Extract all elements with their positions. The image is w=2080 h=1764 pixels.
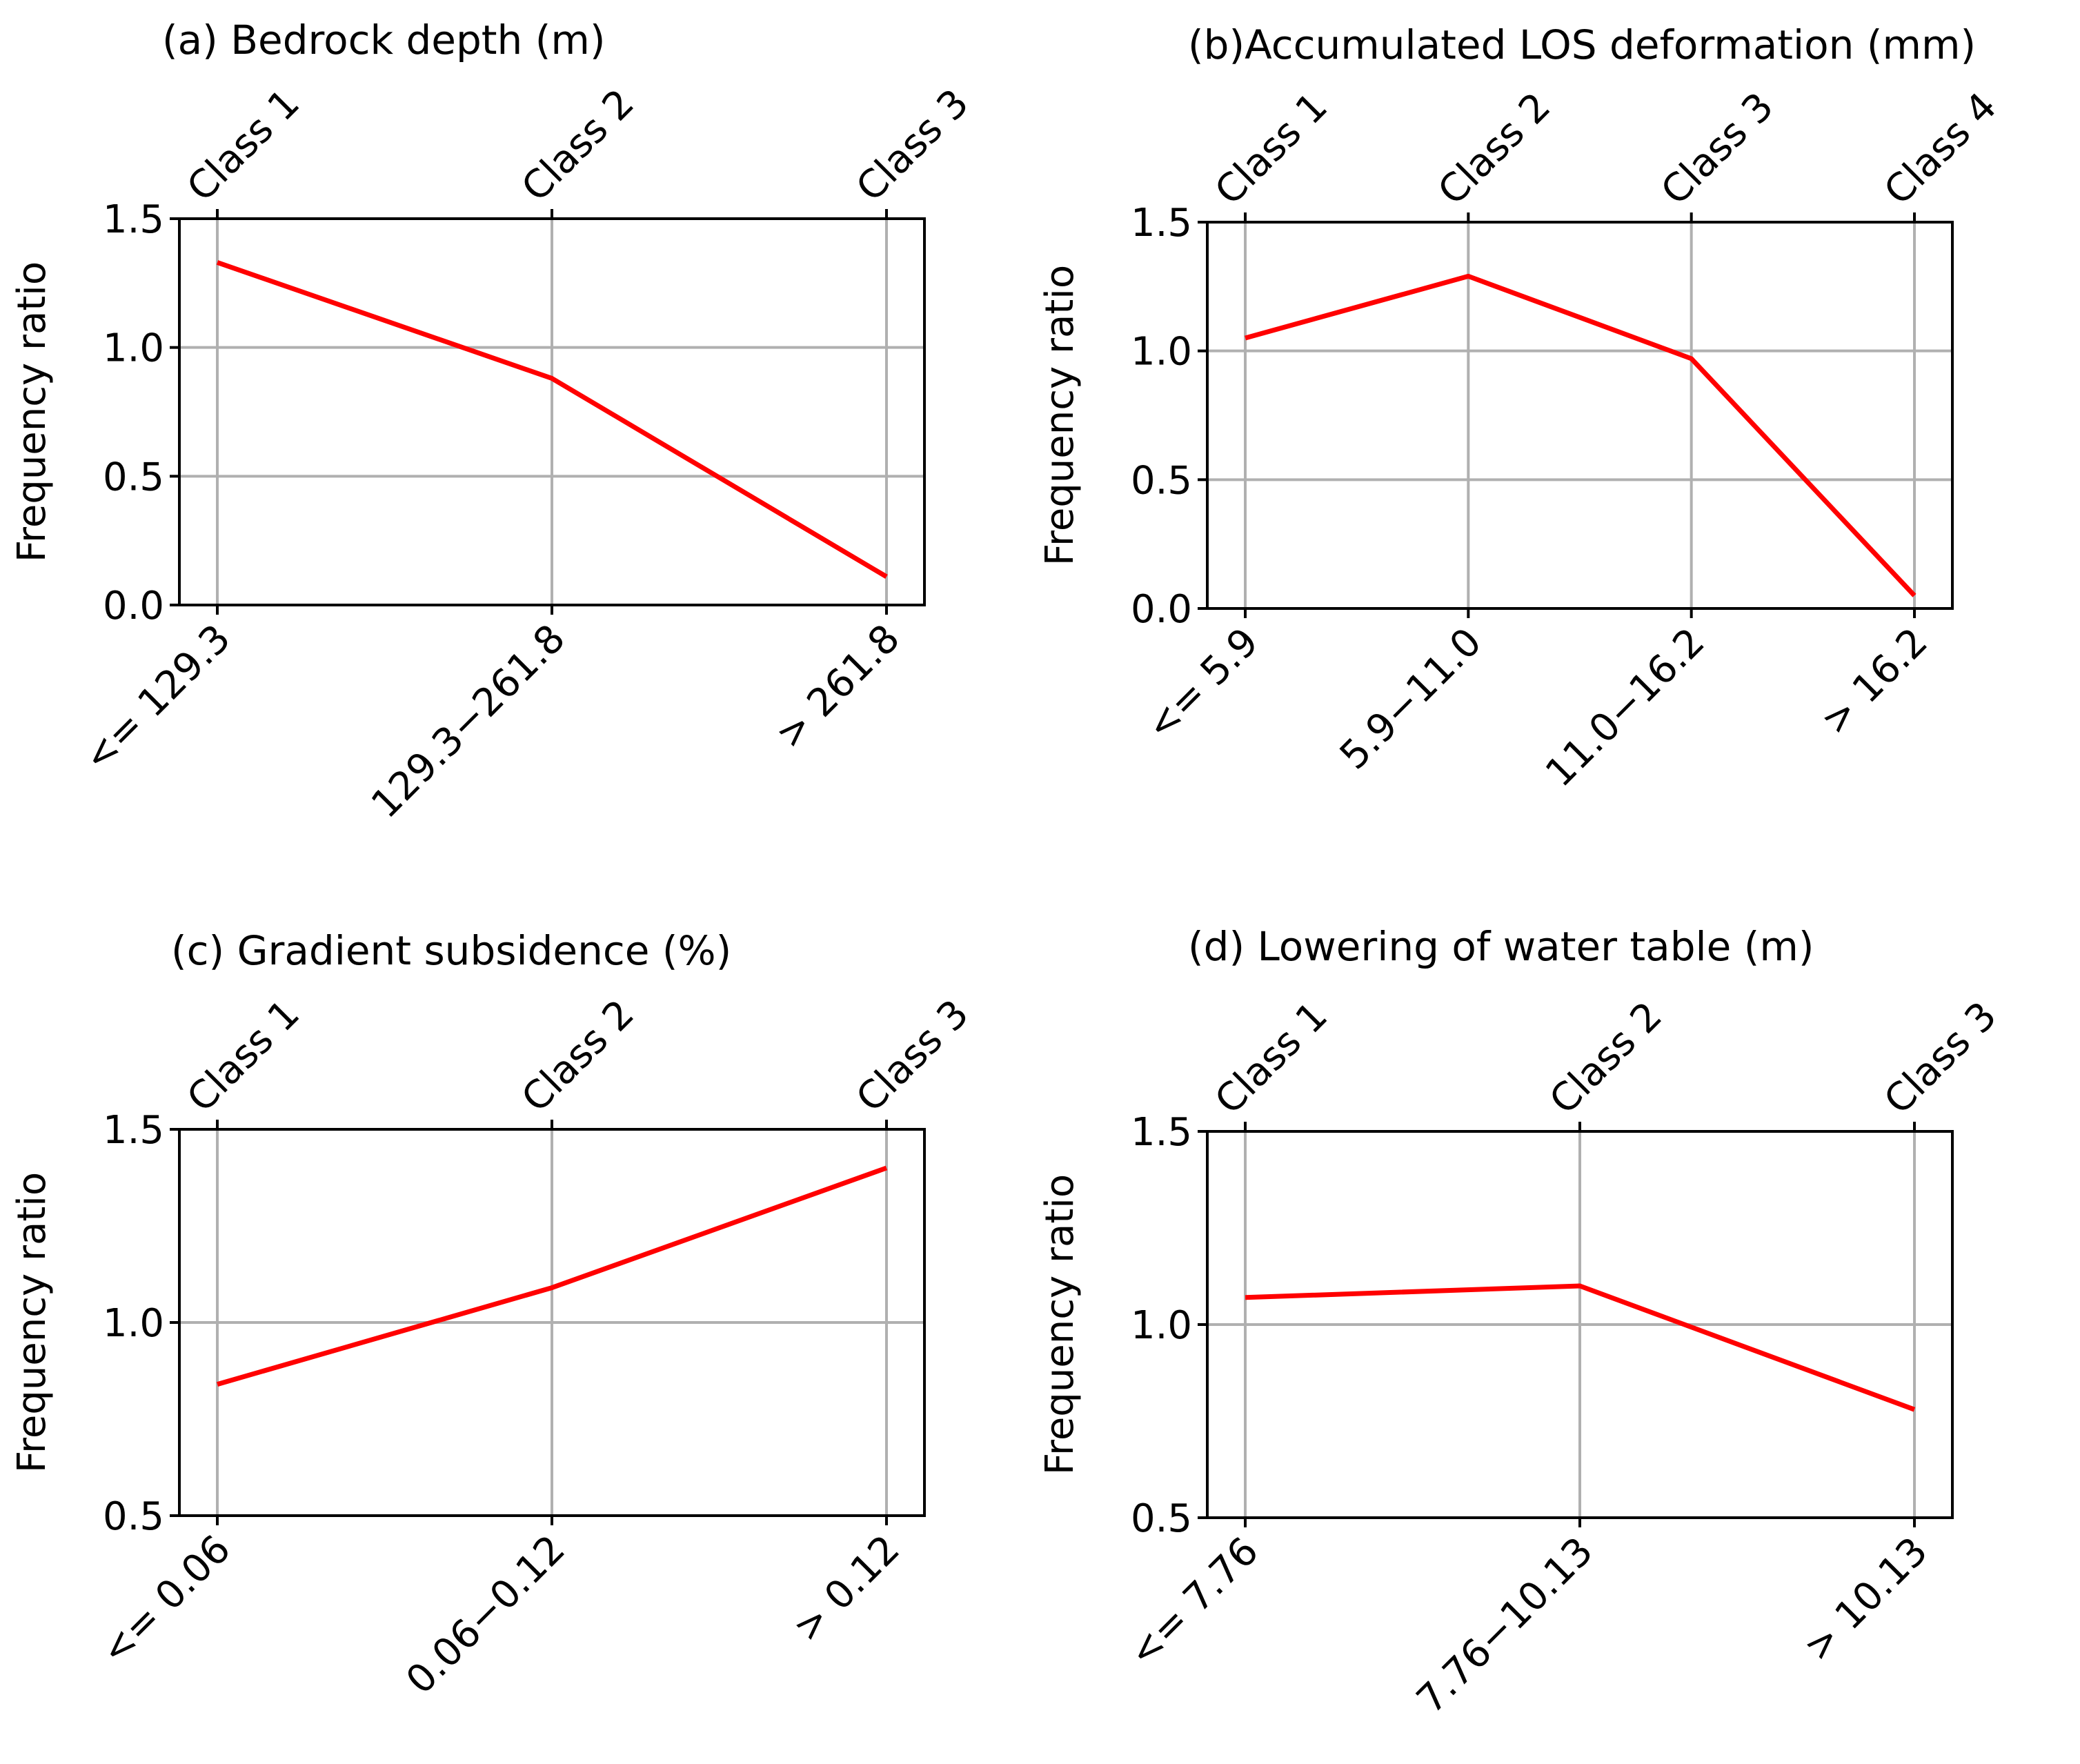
y-tick-label: 1.0 [1131,330,1192,375]
y-axis-label: Frequency ratio [10,1172,55,1473]
y-tick-label: 1.0 [1131,1303,1192,1348]
top-class-label: Class 2 [1429,84,1559,214]
top-class-label: Class 3 [848,991,978,1121]
x-tick-label: 11.0−16.2 [1537,620,1713,795]
y-tick-label: 0.5 [1131,458,1192,503]
series-line [217,1165,888,1387]
top-class-label: Class 1 [179,81,308,210]
y-axis-label: Frequency ratio [1038,1174,1082,1475]
series-line [216,260,888,579]
top-class-label: Class 3 [848,81,978,210]
y-tick-label: 1.5 [103,197,164,242]
y-tick-label: 0.0 [103,584,164,628]
chart-title: (d) Lowering of water table (m) [1188,923,1814,970]
panel-c-gradient-subsidence: 0.5 1.0 1.5 <= 0.06 0.06−0.12 > 0.12 Class 1 Cl… [10,927,978,1703]
x-tick-label: <= 129.3 [75,616,239,780]
y-tick-label: 1.0 [103,326,164,371]
y-tick-label: 0.0 [1131,587,1192,632]
y-tick-label: 1.5 [103,1108,164,1153]
x-tick-label: 7.76−10.13 [1408,1529,1602,1723]
chart-title: (a) Bedrock depth (m) [162,17,606,63]
top-class-label: Class 1 [1207,84,1336,214]
top-class-label: Class 2 [1541,993,1671,1123]
panel-b-los-deformation: 0.0 0.5 1.0 1.5 <= 5.9 5.9−11.0 11.0−16.2 > 16.… [1038,21,2005,795]
x-tick-label: > 16.2 [1812,620,1937,744]
top-class-label: Class 1 [1207,993,1336,1123]
chart-title: (c) Gradient subsidence (%) [171,927,731,974]
top-class-label: Class 3 [1653,84,1783,214]
y-axis-label: Frequency ratio [1038,265,1082,566]
x-tick-label: <= 7.76 [1120,1529,1267,1676]
y-tick-label: 0.5 [103,455,164,499]
chart-title: (b)Accumulated LOS deformation (mm) [1188,21,1976,68]
x-tick-label: > 261.8 [767,616,909,757]
grid-lines [1207,221,1952,610]
top-class-label: Class 3 [1876,993,2005,1123]
y-tick-label: 1.5 [1131,1110,1192,1155]
x-tick-label: > 0.12 [784,1527,909,1651]
x-tick-label: 0.06−0.12 [397,1527,573,1703]
x-tick-label: 129.3−261.8 [363,616,574,827]
top-class-label: Class 4 [1876,84,2005,214]
top-class-label: Class 2 [513,81,643,210]
panel-d-water-table: 0.5 1.0 1.5 <= 7.76 7.76−10.13 > 10.13 Class 1… [1038,923,2005,1723]
top-class-label: Class 1 [179,991,308,1121]
series-line [1245,1283,1916,1412]
top-class-label: Class 2 [513,991,643,1121]
x-tick-label: 5.9−11.0 [1331,620,1490,778]
x-tick-label: <= 0.06 [92,1527,239,1674]
grid-lines [179,1128,924,1517]
grid-lines [179,217,924,606]
grid-lines [1207,1130,1952,1519]
plot-frame [1206,221,1954,610]
y-tick-label: 0.5 [103,1494,164,1539]
y-tick-label: 1.0 [103,1301,164,1346]
panel-a-bedrock-depth: 0.0 0.5 1.0 1.5 <= 129.3 129.3−261.8 > 261.8 Cl… [10,17,978,827]
y-tick-label: 0.5 [1131,1496,1192,1541]
y-tick-label: 1.5 [1131,201,1192,246]
series-line [1245,273,1916,597]
x-tick-label: <= 5.9 [1138,620,1267,749]
y-axis-label: Frequency ratio [10,261,55,562]
x-tick-label: > 10.13 [1795,1529,1937,1670]
